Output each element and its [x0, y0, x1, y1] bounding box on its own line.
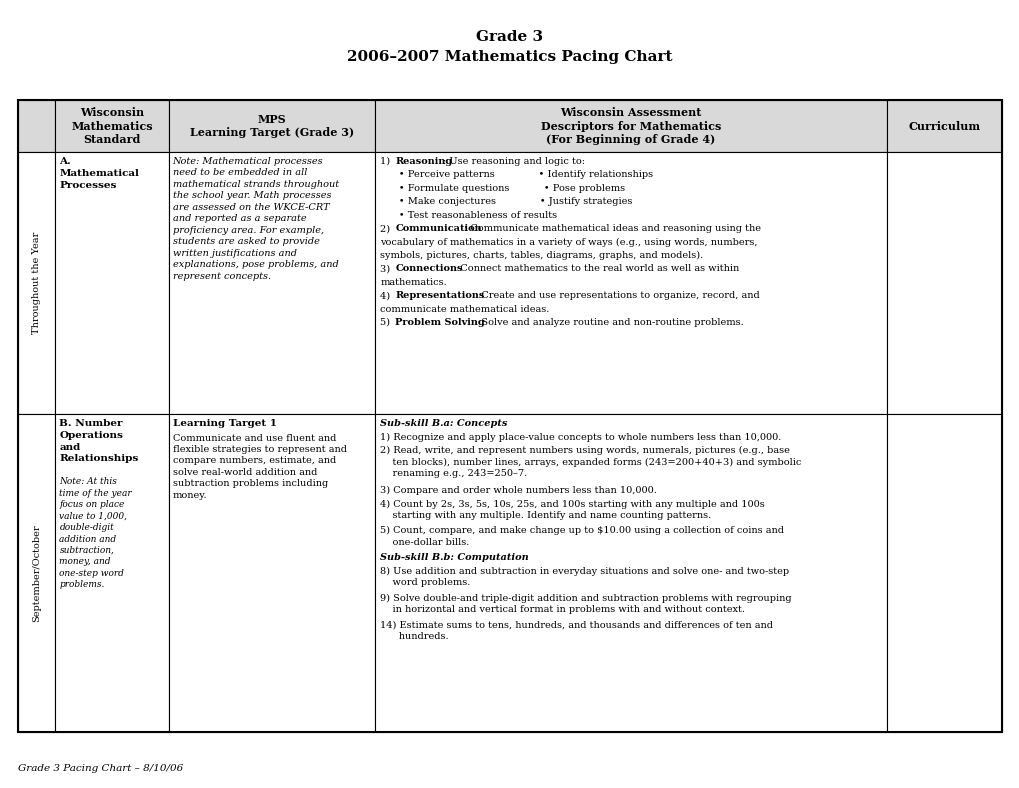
Text: 5): 5)	[380, 318, 393, 327]
Bar	[886, 100, 1001, 152]
Bar	[168, 100, 375, 152]
Text: Reasoning: Reasoning	[395, 157, 452, 166]
Text: Grade 3: Grade 3	[476, 30, 543, 44]
Text: 14) Estimate sums to tens, hundreds, and thousands and differences of ten and
  : 14) Estimate sums to tens, hundreds, and…	[380, 620, 772, 641]
Text: 2) Read, write, and represent numbers using words, numerals, pictures (e.g., bas: 2) Read, write, and represent numbers us…	[380, 446, 801, 478]
Bar	[55, 152, 168, 414]
Text: Learning Target 1: Learning Target 1	[172, 419, 276, 428]
Bar	[55, 414, 168, 732]
Bar	[18, 152, 55, 414]
Text: • Test reasonableness of results: • Test reasonableness of results	[380, 210, 556, 220]
Text: Sub-skill B.a: Concepts: Sub-skill B.a: Concepts	[380, 419, 507, 428]
Bar	[375, 152, 886, 414]
Bar	[168, 152, 375, 414]
Text: 1) Recognize and apply place-value concepts to whole numbers less than 10,000.: 1) Recognize and apply place-value conce…	[380, 433, 781, 441]
Text: communicate mathematical ideas.: communicate mathematical ideas.	[380, 305, 549, 314]
Text: 5) Count, compare, and make change up to $10.00 using a collection of coins and
: 5) Count, compare, and make change up to…	[380, 526, 784, 547]
Text: symbols, pictures, charts, tables, diagrams, graphs, and models).: symbols, pictures, charts, tables, diagr…	[380, 251, 703, 260]
Text: • Perceive patterns              • Identify relationships: • Perceive patterns • Identify relations…	[380, 170, 653, 180]
Text: 4): 4)	[380, 292, 393, 300]
Bar	[18, 100, 55, 152]
Text: • Make conjectures              • Justify strategies: • Make conjectures • Justify strategies	[380, 197, 632, 206]
Text: : Connect mathematics to the real world as well as within: : Connect mathematics to the real world …	[453, 264, 739, 273]
Text: Wisconsin
Mathematics
Standard: Wisconsin Mathematics Standard	[71, 107, 153, 145]
Text: : Create and use representations to organize, record, and: : Create and use representations to orga…	[475, 292, 759, 300]
Bar	[55, 100, 168, 152]
Text: 9) Solve double-and triple-digit addition and subtraction problems with regroupi: 9) Solve double-and triple-digit additio…	[380, 593, 791, 614]
Text: mathematics.: mathematics.	[380, 277, 446, 287]
Text: MPS
Learning Target (Grade 3): MPS Learning Target (Grade 3)	[190, 113, 354, 139]
Text: 3) Compare and order whole numbers less than 10,000.: 3) Compare and order whole numbers less …	[380, 486, 656, 495]
Text: Sub-skill B.b: Computation: Sub-skill B.b: Computation	[380, 553, 529, 562]
Text: : Communicate mathematical ideas and reasoning using the: : Communicate mathematical ideas and rea…	[464, 224, 760, 233]
Text: : Use reasoning and logic to:: : Use reasoning and logic to:	[442, 157, 585, 166]
Bar	[18, 100, 1001, 732]
Text: Problem Solving: Problem Solving	[395, 318, 485, 327]
Text: 3): 3)	[380, 264, 393, 273]
Text: • Formulate questions           • Pose problems: • Formulate questions • Pose problems	[380, 184, 625, 193]
Text: 4) Count by 2s, 3s, 5s, 10s, 25s, and 100s starting with any multiple and 100s
 : 4) Count by 2s, 3s, 5s, 10s, 25s, and 10…	[380, 500, 764, 520]
Bar	[375, 414, 886, 732]
Text: Representations: Representations	[395, 292, 484, 300]
Text: 2): 2)	[380, 224, 393, 233]
Bar	[886, 152, 1001, 414]
Text: Connections: Connections	[395, 264, 463, 273]
Text: B. Number
Operations
and
Relationships: B. Number Operations and Relationships	[59, 419, 139, 463]
Text: Note: At this
time of the year
focus on place
value to 1,000,
double-digit
addit: Note: At this time of the year focus on …	[59, 478, 131, 589]
Text: Throughout the Year: Throughout the Year	[33, 232, 41, 334]
Bar	[168, 414, 375, 732]
Text: 1): 1)	[380, 157, 393, 166]
Bar	[18, 414, 55, 732]
Text: Wisconsin Assessment
Descriptors for Mathematics
(For Beginning of Grade 4): Wisconsin Assessment Descriptors for Mat…	[540, 107, 720, 145]
Bar	[375, 100, 886, 152]
Text: Communicate and use fluent and
flexible strategies to represent and
compare numb: Communicate and use fluent and flexible …	[172, 433, 346, 500]
Text: 2006–2007 Mathematics Pacing Chart: 2006–2007 Mathematics Pacing Chart	[346, 50, 673, 64]
Text: Note: Mathematical processes
need to be embedded in all
mathematical strands thr: Note: Mathematical processes need to be …	[172, 157, 338, 281]
Text: Communication: Communication	[395, 224, 482, 233]
Text: September/October: September/October	[33, 524, 41, 622]
Text: Curriculum: Curriculum	[908, 121, 979, 132]
Text: Grade 3 Pacing Chart – 8/10/06: Grade 3 Pacing Chart – 8/10/06	[18, 764, 183, 773]
Text: 8) Use addition and subtraction in everyday situations and solve one- and two-st: 8) Use addition and subtraction in every…	[380, 567, 789, 587]
Text: : Solve and analyze routine and non-routine problems.: : Solve and analyze routine and non-rout…	[475, 318, 743, 327]
Text: A.
Mathematical
Processes: A. Mathematical Processes	[59, 157, 140, 190]
Text: vocabulary of mathematics in a variety of ways (e.g., using words, numbers,: vocabulary of mathematics in a variety o…	[380, 237, 757, 247]
Bar	[886, 414, 1001, 732]
